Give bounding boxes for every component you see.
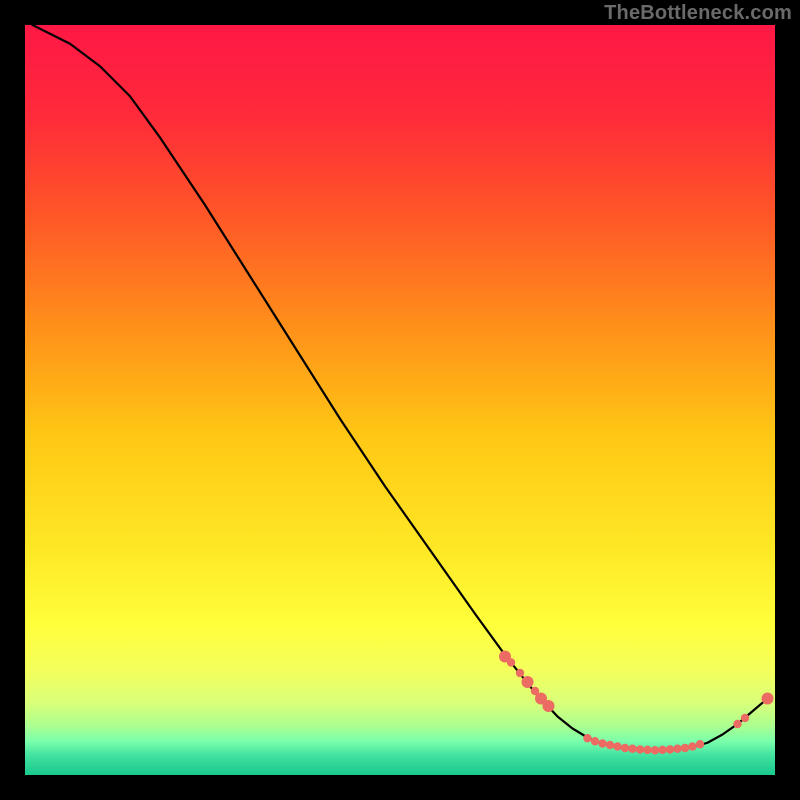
data-marker — [606, 741, 614, 749]
data-marker — [651, 746, 659, 754]
data-marker — [741, 714, 749, 722]
data-marker — [583, 734, 591, 742]
data-marker — [621, 744, 629, 752]
data-marker — [762, 693, 774, 705]
data-marker — [628, 745, 636, 753]
data-marker — [666, 745, 674, 753]
data-marker — [643, 746, 651, 754]
data-marker — [688, 742, 696, 750]
data-marker — [522, 676, 534, 688]
data-marker — [598, 739, 606, 747]
chart-svg — [25, 25, 775, 775]
plot-area — [25, 25, 775, 775]
data-marker — [516, 669, 524, 677]
data-marker — [658, 746, 666, 754]
gradient-background — [25, 25, 775, 775]
chart-frame: TheBottleneck.com — [0, 0, 800, 800]
data-marker — [733, 720, 741, 728]
data-marker — [696, 740, 704, 748]
data-marker — [507, 658, 515, 666]
watermark-label: TheBottleneck.com — [604, 2, 792, 25]
data-marker — [681, 744, 689, 752]
data-marker — [613, 742, 621, 750]
data-marker — [636, 745, 644, 753]
data-marker — [591, 737, 599, 745]
data-marker — [673, 745, 681, 753]
data-marker — [543, 700, 555, 712]
